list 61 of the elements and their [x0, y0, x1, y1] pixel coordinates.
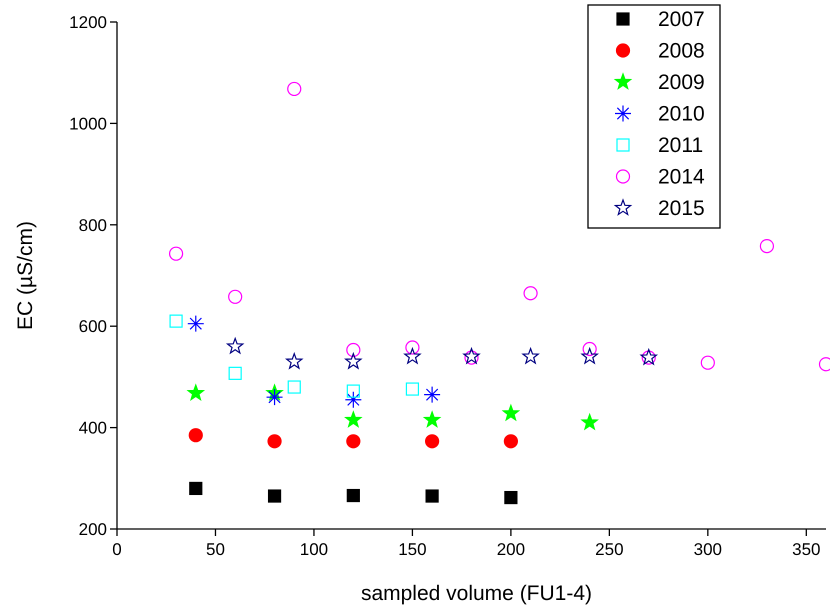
- point: [266, 388, 284, 406]
- x-tick-label: 50: [206, 540, 225, 559]
- x-tick-label: 150: [398, 540, 427, 559]
- point: [424, 386, 441, 404]
- point: [268, 489, 282, 503]
- point: [426, 489, 439, 503]
- x-tick-label: 350: [792, 540, 820, 559]
- point: [228, 366, 242, 380]
- point: [346, 488, 360, 502]
- point: [267, 434, 282, 448]
- point: [406, 382, 420, 396]
- point: [187, 315, 204, 332]
- y-tick-label: 1200: [69, 13, 107, 32]
- x-tick-label: 300: [694, 540, 722, 559]
- x-tick-label: 200: [496, 540, 526, 559]
- point: [504, 490, 518, 504]
- y-tick-label: 600: [78, 317, 107, 336]
- point: [288, 380, 301, 394]
- y-tick-label: 800: [78, 216, 107, 235]
- legend-label: 2007: [658, 8, 705, 31]
- x-axis-title: sampled volume (FU1-4): [360, 582, 592, 605]
- point: [502, 404, 520, 420]
- point: [345, 411, 362, 428]
- point: [168, 246, 184, 261]
- x-tick-label: 250: [595, 540, 624, 559]
- y-tick-label: 400: [78, 418, 107, 438]
- point: [188, 384, 204, 400]
- point: [188, 428, 203, 442]
- point: [345, 353, 362, 369]
- y-axis-title: EC (µS/cm): [14, 221, 37, 330]
- point: [425, 434, 440, 448]
- point: [424, 411, 440, 428]
- point: [286, 353, 302, 369]
- point: [522, 348, 539, 364]
- point: [346, 384, 360, 398]
- point: [523, 286, 538, 300]
- legend-label: 2015: [658, 197, 705, 220]
- legend-label: 2009: [658, 71, 705, 94]
- legend-label: 2011: [658, 134, 704, 157]
- point: [346, 434, 360, 448]
- point: [344, 391, 362, 408]
- legend-label: 2014: [658, 166, 706, 188]
- legend-label: 2010: [658, 102, 705, 126]
- point: [504, 434, 518, 448]
- point: [189, 482, 202, 496]
- legend-label: 2008: [658, 40, 705, 62]
- point: [581, 414, 598, 430]
- point: [228, 290, 242, 304]
- point: [405, 340, 420, 355]
- point: [581, 348, 598, 364]
- point: [169, 314, 183, 328]
- point: [700, 356, 715, 370]
- y-tick-label: 200: [78, 520, 107, 539]
- point: [404, 348, 421, 364]
- x-tick-label: 100: [300, 540, 328, 559]
- point: [287, 82, 302, 96]
- point: [760, 238, 774, 254]
- y-tick-label: 1000: [69, 114, 107, 134]
- point: [226, 338, 244, 354]
- x-tick-label: 0: [112, 540, 122, 559]
- point: [346, 342, 360, 358]
